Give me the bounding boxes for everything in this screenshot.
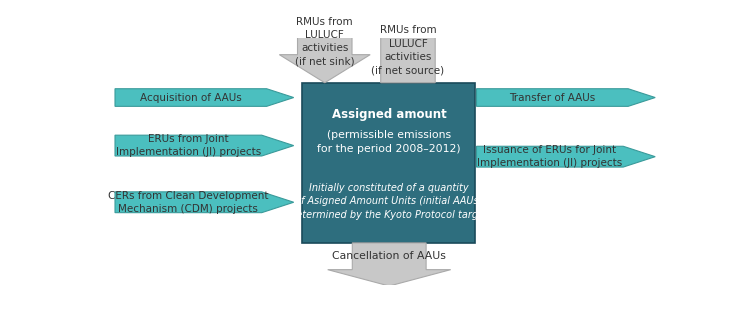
Text: Assigned amount: Assigned amount <box>332 108 446 121</box>
Text: Acquisition of AAUs: Acquisition of AAUs <box>140 92 242 102</box>
Polygon shape <box>327 243 451 286</box>
FancyBboxPatch shape <box>302 83 476 243</box>
Polygon shape <box>115 135 293 156</box>
Polygon shape <box>115 89 293 106</box>
Text: RMUs from
LULUCF
activities
(if net sink): RMUs from LULUCF activities (if net sink… <box>295 17 355 66</box>
Polygon shape <box>476 146 655 167</box>
Polygon shape <box>280 9 370 83</box>
Text: ERUs from Joint
Implementation (JI) projects: ERUs from Joint Implementation (JI) proj… <box>116 134 261 157</box>
Polygon shape <box>363 9 454 83</box>
Text: RMUs from
LULUCF
activities
(if net source): RMUs from LULUCF activities (if net sour… <box>371 25 445 75</box>
Text: Transfer of AAUs: Transfer of AAUs <box>510 92 596 102</box>
Polygon shape <box>115 192 293 213</box>
Text: Initially constituted of a quantity
of Asigned Amount Units (initial AAUs)
deter: Initially constituted of a quantity of A… <box>290 183 488 220</box>
Text: CERs from Clean Development
Mechanism (CDM) projects: CERs from Clean Development Mechanism (C… <box>108 191 268 214</box>
Text: Issuance of ERUs for Joint
Implementation (JI) projects: Issuance of ERUs for Joint Implementatio… <box>477 145 622 168</box>
Text: (permissible emissions
for the period 2008–2012): (permissible emissions for the period 20… <box>317 130 460 154</box>
Text: Cancellation of AAUs: Cancellation of AAUs <box>333 251 446 261</box>
Polygon shape <box>476 89 655 106</box>
